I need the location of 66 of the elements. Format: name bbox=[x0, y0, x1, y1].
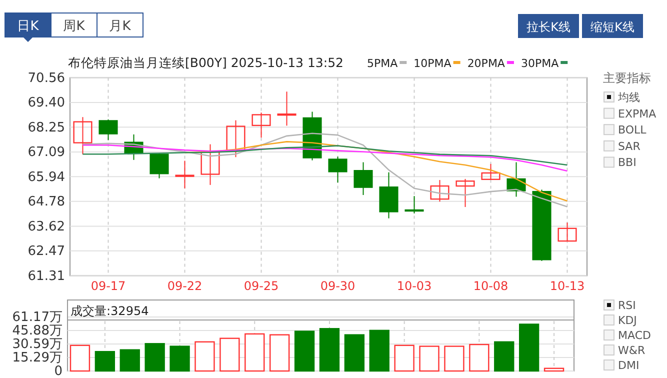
y-tick-label: 0 bbox=[54, 364, 62, 378]
candlestick bbox=[558, 222, 577, 242]
text: 缩短K线 bbox=[590, 20, 634, 34]
y-tick-label: 61.31 bbox=[28, 268, 65, 284]
text: MACD bbox=[618, 329, 651, 342]
bar bbox=[319, 328, 340, 372]
y-tick-label: 65.94 bbox=[28, 170, 65, 185]
text: 主要指标 bbox=[603, 71, 651, 85]
legend-label: 30PMA bbox=[520, 57, 560, 70]
y-tick-label: 62.47 bbox=[28, 244, 65, 260]
text: W&R bbox=[618, 344, 646, 357]
bar bbox=[518, 324, 540, 372]
bar bbox=[494, 341, 514, 372]
text: EXPMA bbox=[618, 107, 657, 120]
y-tick-label: 68.25 bbox=[28, 120, 65, 136]
y-tick-label: 67.09 bbox=[28, 145, 65, 160]
candlestick bbox=[456, 178, 475, 208]
bar bbox=[294, 330, 315, 372]
x-tick-label: 10-08 bbox=[473, 279, 508, 294]
text: BBI bbox=[618, 156, 636, 170]
bar bbox=[170, 346, 190, 372]
y-tick-label: 70.56 bbox=[28, 70, 65, 86]
x-tick-label: 10-03 bbox=[396, 279, 432, 294]
bar bbox=[120, 349, 140, 372]
y-tick-label: 30.59万 bbox=[12, 337, 62, 352]
candlestick bbox=[150, 152, 169, 179]
legend-label: 5PMA bbox=[367, 57, 398, 70]
y-tick-label: 45.88万 bbox=[12, 324, 62, 339]
x-tick-label: 09-17 bbox=[90, 279, 126, 294]
candlestick bbox=[354, 162, 373, 196]
bar bbox=[144, 343, 165, 372]
legend-label: 20PMA bbox=[467, 57, 506, 70]
text: RSI bbox=[618, 299, 636, 312]
text: DMI bbox=[618, 359, 640, 372]
text: 均线 bbox=[617, 91, 640, 104]
bar bbox=[94, 350, 116, 372]
y-tick-label: 64.78 bbox=[28, 194, 65, 210]
text: KDJ bbox=[618, 314, 637, 327]
x-tick-label: 09-25 bbox=[244, 279, 279, 294]
x-tick-label: 10-13 bbox=[550, 279, 585, 294]
text: 拉长K线 bbox=[526, 20, 570, 34]
bar bbox=[344, 334, 365, 372]
annotation: 成交量:32954 bbox=[70, 304, 149, 318]
text: 日K bbox=[17, 19, 40, 34]
text: BOLL bbox=[618, 124, 648, 137]
bar bbox=[369, 330, 390, 372]
candlestick bbox=[328, 156, 348, 184]
x-tick-label: 09-22 bbox=[167, 279, 202, 294]
text: 周K bbox=[63, 19, 86, 34]
candlestick bbox=[73, 116, 92, 155]
text: SAR bbox=[618, 140, 641, 153]
legend-label: 10PMA bbox=[414, 57, 452, 70]
chart-title: 布伦特原油当月连续[B00Y] 2025-10-13 13:52 bbox=[68, 55, 344, 70]
x-tick-label: 09-30 bbox=[320, 279, 356, 294]
candlestick bbox=[98, 118, 118, 140]
candlestick bbox=[404, 196, 424, 214]
candlestick bbox=[481, 163, 500, 181]
candlestick bbox=[430, 180, 450, 202]
y-tick-label: 15.29万 bbox=[12, 350, 62, 366]
text: 月K bbox=[109, 19, 132, 34]
candlestick bbox=[175, 160, 194, 189]
y-tick-label: 69.40 bbox=[28, 96, 65, 111]
y-tick-label: 63.62 bbox=[28, 219, 65, 234]
candlestick bbox=[277, 91, 296, 126]
candlestick bbox=[252, 112, 271, 138]
y-tick-label: 61.17万 bbox=[12, 310, 62, 326]
